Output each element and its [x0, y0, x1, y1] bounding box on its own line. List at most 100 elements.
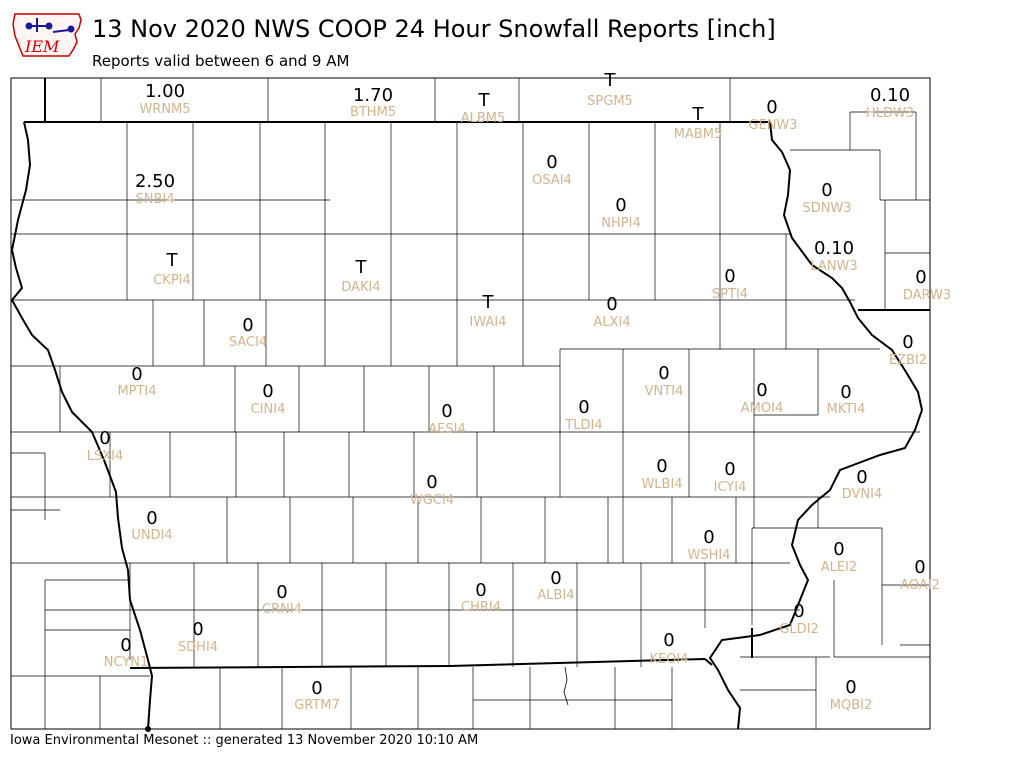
station-id: TLDI4	[564, 418, 602, 433]
snowfall-value: 0.10	[870, 85, 910, 106]
weather-station-icon	[25, 18, 75, 33]
page-title: 13 Nov 2020 NWS COOP 24 Hour Snowfall Re…	[92, 15, 776, 43]
snowfall-value: 0	[131, 364, 142, 385]
station-id: OSAI4	[532, 173, 572, 188]
station-id: AESI4	[428, 422, 465, 437]
snowfall-value: T	[166, 250, 179, 271]
snowfall-value: T	[692, 104, 705, 125]
station-id: MQBI2	[830, 698, 872, 713]
footer-credit: Iowa Environmental Mesonet :: generated …	[10, 733, 479, 748]
iem-logo: IEM	[12, 13, 82, 57]
snowfall-value: 0	[821, 180, 832, 201]
station-id: SDNW3	[802, 201, 851, 216]
snowfall-value: 0	[724, 266, 735, 287]
missouri-river-line	[563, 666, 569, 706]
snowfall-value: 0	[192, 619, 203, 640]
snowfall-value: 0	[663, 630, 674, 651]
station-id: IWAI4	[470, 315, 507, 330]
snowfall-value: 1.70	[353, 85, 393, 106]
station-id: UNDI4	[131, 528, 172, 543]
station-id: WSHI4	[688, 548, 731, 563]
snowfall-value: 0	[724, 459, 735, 480]
snowfall-value: 0	[914, 557, 925, 578]
station-id: DVNI4	[842, 487, 883, 502]
snowfall-value: 0	[276, 582, 287, 603]
reports-layer: 1.00WRNM51.70BTHM5TALBM5TSPGM5TMABM50GEN…	[87, 70, 951, 713]
station-id: GRTM7	[294, 698, 340, 713]
station-id: SPGM5	[587, 94, 633, 109]
station-report: T CKPI4	[153, 250, 191, 288]
station-id: SDHI4	[178, 640, 218, 655]
station-id: DARW3	[903, 288, 951, 303]
station-id: GENW3	[748, 118, 797, 133]
station-id: SPTI4	[712, 287, 748, 302]
station-id: VNTI4	[645, 384, 684, 399]
snowfall-value: 0	[658, 363, 669, 384]
station-id: SACI4	[229, 335, 267, 350]
snowfall-value: T	[478, 90, 491, 111]
snowfall-value: 0	[856, 467, 867, 488]
snowfall-value: 2.50	[135, 171, 175, 192]
page-subtitle: Reports valid between 6 and 9 AM	[92, 52, 350, 70]
snowfall-value: 0	[475, 580, 486, 601]
snowfall-value: 0	[426, 472, 437, 493]
station-id: CRNI4	[262, 602, 302, 617]
station-id: SNBI4	[136, 192, 175, 207]
snowfall-value: 0	[99, 428, 110, 449]
snowfall-value: 0	[550, 568, 561, 589]
map-frame	[10, 77, 931, 730]
station-id: MABM5	[674, 127, 723, 142]
station-id: CINI4	[251, 402, 286, 417]
snowfall-value: 0	[578, 397, 589, 418]
station-id: AOAI2	[900, 578, 940, 593]
county-borders	[11, 78, 930, 729]
station-id: KEOI4	[649, 652, 688, 667]
snowfall-value: T	[482, 292, 495, 313]
station-id: NHPI4	[601, 216, 640, 231]
station-id: LANW3	[810, 259, 857, 274]
snowfall-value: T	[355, 257, 368, 278]
logo-text: IEM	[24, 37, 60, 56]
station-report: T DAKI4	[341, 257, 380, 295]
station-id: ALEI2	[821, 560, 857, 575]
snowfall-value: 0.10	[814, 238, 854, 259]
station-id: MKTI4	[827, 402, 866, 417]
snowfall-value: 0	[902, 332, 913, 353]
snowfall-value: 1.00	[145, 81, 185, 102]
station-id: WGCI4	[410, 493, 454, 508]
station-id: BTHM5	[350, 105, 396, 120]
station-id: DAKI4	[341, 280, 380, 295]
station-id: EZBI2	[889, 353, 927, 368]
snowfall-value: 0	[146, 508, 157, 529]
station-id: HLDW3	[866, 106, 914, 121]
snowfall-value: 0	[915, 267, 926, 288]
